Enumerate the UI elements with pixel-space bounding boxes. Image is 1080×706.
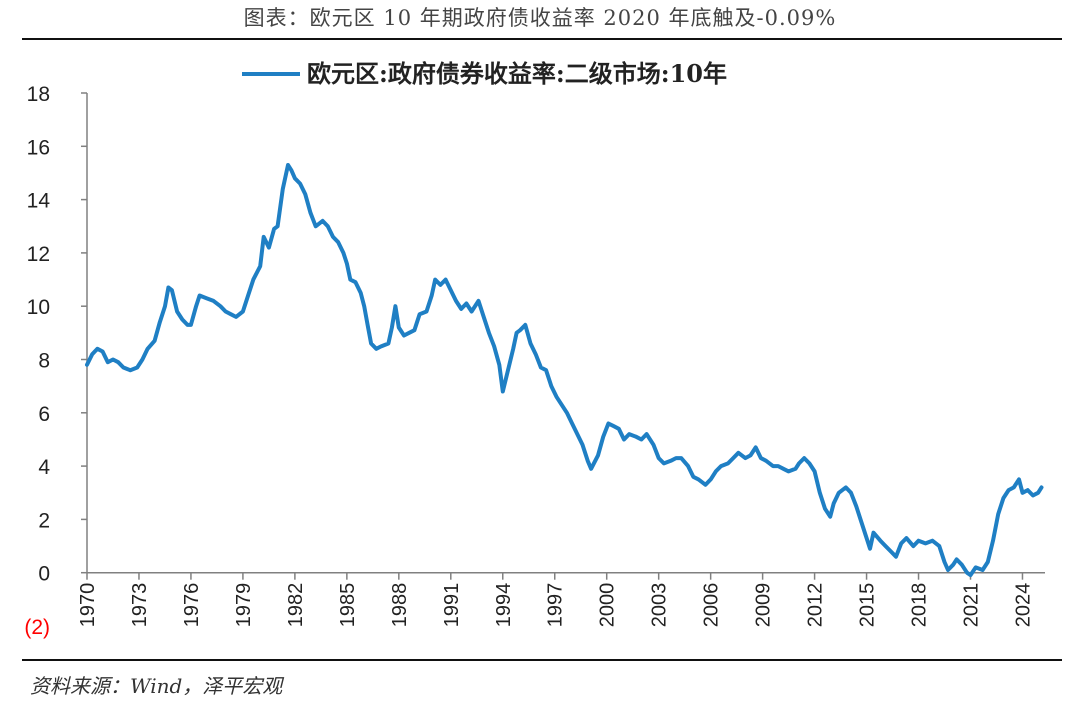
x-tick-label: 2003 — [649, 583, 671, 628]
y-tick-label: 12 — [27, 243, 50, 266]
x-tick-label: 1994 — [493, 583, 515, 628]
page-title: 图表：欧元区 10 年期政府债收益率 2020 年底触及-0.09% — [243, 6, 837, 30]
x-tick-label: 1982 — [285, 583, 307, 628]
y-axis-ticks: 18 16 14 12 10 8 6 4 2 0 (2) — [24, 83, 87, 639]
y-tick-label: 4 — [38, 456, 50, 479]
y-tick-label: 6 — [38, 403, 50, 426]
legend: 欧元区:政府债券收益率:二级市场:10年 — [242, 59, 727, 88]
x-tick-label: 1979 — [233, 583, 255, 628]
x-tick-label: 2000 — [597, 583, 619, 628]
x-tick-label: 2012 — [805, 583, 827, 628]
y-tick-label: 16 — [27, 136, 50, 159]
y-tick-label: 2 — [38, 509, 50, 532]
legend-label: 欧元区:政府债券收益率:二级市场:10年 — [307, 59, 727, 88]
y-tick-label: 14 — [27, 190, 51, 213]
source-note: 资料来源：Wind，泽平宏观 — [30, 674, 283, 698]
y-tick-label: 0 — [38, 563, 50, 586]
x-tick-label: 2006 — [701, 583, 723, 628]
axes — [86, 93, 1045, 574]
x-tick-label: 2009 — [753, 583, 775, 628]
x-tick-label: 2021 — [961, 583, 983, 628]
x-tick-label: 1988 — [389, 583, 411, 628]
x-tick-label: 1985 — [337, 583, 359, 628]
x-tick-label: 2018 — [909, 583, 931, 628]
line-chart: 欧元区:政府债券收益率:二级市场:10年 181614121086420(2) … — [24, 59, 1045, 639]
series-line — [85, 163, 1044, 578]
x-tick-label: 2015 — [857, 583, 879, 628]
x-tick-label: 1973 — [129, 583, 151, 628]
x-tick-label: 1997 — [545, 583, 567, 628]
x-tick-label: 1991 — [441, 583, 463, 628]
x-tick-label: 2024 — [1012, 583, 1034, 628]
y-tick-label: (2) — [24, 616, 50, 639]
x-axis-ticks: 1970 1973 1976 1979 1982 1985 1988 1991 1994 1997… — [77, 572, 1034, 628]
x-tick-label: 1970 — [77, 583, 99, 628]
bottom-rule — [22, 659, 1062, 661]
y-tick-label: 10 — [27, 296, 50, 319]
y-tick-label: 8 — [38, 350, 50, 373]
top-rule — [22, 38, 1062, 40]
x-tick-label: 1976 — [181, 583, 203, 628]
y-tick-label: 18 — [27, 83, 50, 106]
